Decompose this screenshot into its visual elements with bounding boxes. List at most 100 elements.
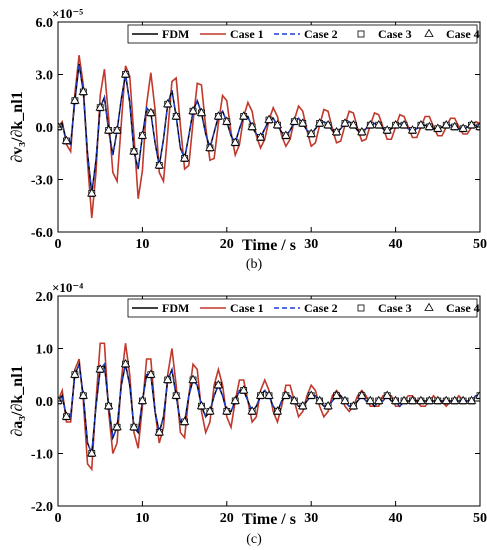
series-case-4-marker [247, 121, 257, 130]
y-axis-exponent: ×10⁻⁵ [52, 6, 83, 21]
y-axis-label: ∂v₃/∂k_nl1 [9, 91, 26, 162]
series-case-4-marker [390, 395, 401, 404]
series-case-4-marker [264, 114, 274, 123]
series-case-4-marker [70, 369, 80, 378]
series-case-4-marker [340, 118, 350, 127]
y-tick-label: 1.0 [36, 343, 54, 358]
series-case-4-marker [348, 400, 359, 410]
series-case-4-marker [449, 395, 460, 404]
series-case-4-marker [424, 395, 435, 404]
series-case-4-marker [154, 427, 164, 436]
series-case-4-marker [255, 390, 266, 399]
series-case-4-marker [357, 390, 367, 399]
plot-area [58, 342, 480, 472]
series-case-4-marker [289, 395, 300, 404]
series-case-4-marker [390, 119, 401, 129]
series-case-4-marker [112, 421, 122, 431]
series-case-4-marker [289, 116, 300, 125]
y-tick-label: -1.0 [31, 448, 53, 463]
series-case-4-marker [374, 119, 384, 129]
series-case-4-marker [179, 153, 190, 162]
x-tick-label: 30 [304, 511, 318, 526]
series-case-4-marker [458, 123, 468, 132]
series-case-4-marker [458, 395, 468, 404]
series-case-4-marker [58, 395, 63, 404]
legend-label: FDM [162, 301, 189, 315]
series-case-4-marker [365, 395, 375, 404]
series-case-4-marker [58, 121, 63, 130]
y-tick-label: -3.0 [31, 174, 53, 189]
legend-label: Case 4 [446, 27, 480, 41]
y-tick-label: -6.0 [31, 226, 53, 241]
series-case-4-marker [348, 119, 359, 129]
series-case-4-marker [306, 390, 316, 399]
legend-swatch-case-3 [357, 30, 365, 38]
series-case-4-marker [314, 395, 325, 404]
legend-box [127, 298, 478, 318]
series-case-4-marker [281, 390, 291, 399]
x-tick-label: 40 [389, 237, 403, 252]
panel-label: (b) [246, 257, 263, 272]
series-case-4-marker [146, 369, 156, 378]
series-case-4-marker [78, 86, 89, 95]
x-axis-label: Time / s [242, 237, 296, 254]
x-tick-label: 10 [135, 237, 149, 252]
legend-label: Case 3 [378, 27, 412, 41]
series-case-4-marker [255, 132, 266, 141]
series-case-4-marker [171, 390, 181, 399]
series-case-4-marker [424, 121, 435, 130]
legend: FDM Case 1 Case 2 Case 3 Case 4 [127, 24, 480, 44]
series-case-4-marker [188, 105, 198, 115]
series-case-4-marker [120, 69, 131, 78]
series-case-4-marker [213, 379, 224, 389]
x-tick-label: 0 [55, 237, 62, 252]
legend-label: FDM [162, 27, 189, 41]
x-tick-label: 10 [135, 511, 149, 526]
chart-b: 0 10 20 30 40 50 -6.0 -3.0 0.0 3.0 6.0×10⁻⁵ Time / … [9, 6, 487, 272]
series-case-4-marker [416, 119, 426, 129]
legend-label: Case 2 [304, 301, 338, 315]
series-case-4-marker [331, 126, 342, 136]
series-case-4-marker [238, 385, 249, 394]
series-case-4-marker [205, 406, 215, 415]
series-case-4-marker [416, 395, 426, 404]
series-case-4-marker [314, 118, 325, 127]
legend-box [127, 24, 478, 44]
x-tick-label: 20 [220, 511, 234, 526]
series-case-4-marker [222, 116, 232, 125]
series-case-4-marker [382, 125, 392, 134]
y-tick-label: 0.0 [36, 121, 54, 136]
series-case-4-marker [87, 448, 97, 457]
series-case-4-marker [382, 390, 392, 399]
series-case-4-marker [466, 395, 477, 404]
series-case-4-marker [137, 395, 148, 404]
legend-swatch-case-3 [357, 304, 365, 312]
series-case-4-marker [272, 119, 283, 129]
y-axis-label: ∂a₃/∂k_nl1 [9, 365, 26, 436]
y-tick-label: 6.0 [36, 16, 54, 31]
y-tick-label: -2.0 [31, 500, 53, 515]
series-case-4-marker [298, 400, 308, 410]
series-case-4-marker [146, 107, 156, 116]
series-case-4-marker [196, 400, 207, 410]
series-case-4-marker [103, 400, 114, 410]
legend-label: Case 1 [230, 301, 264, 315]
x-axis-label: Time / s [242, 511, 296, 528]
series-case-4-marker [230, 137, 240, 146]
series-case-4-marker [272, 406, 283, 415]
chart-c: 0 10 20 30 40 50 -2.0 -1.0 0.0 1.0 2.0×10⁻⁴ Time / … [9, 280, 487, 547]
series-case-4-marker [213, 111, 224, 120]
series-case-4-marker [188, 374, 198, 383]
series-case-4-marker [196, 107, 207, 116]
legend-label: Case 4 [446, 301, 480, 315]
x-tick-label: 30 [304, 237, 318, 252]
legend-label: Case 1 [230, 27, 264, 41]
series-case-4-marker [264, 390, 274, 399]
series-case-4-marker [205, 142, 215, 151]
x-tick-label: 50 [473, 237, 487, 252]
series-case-1-line [58, 342, 480, 472]
series-case-4-marker [475, 390, 480, 399]
series-case-4-marker [120, 358, 131, 368]
series-case-4-marker [298, 118, 308, 127]
series-case-4-marker [449, 121, 460, 130]
